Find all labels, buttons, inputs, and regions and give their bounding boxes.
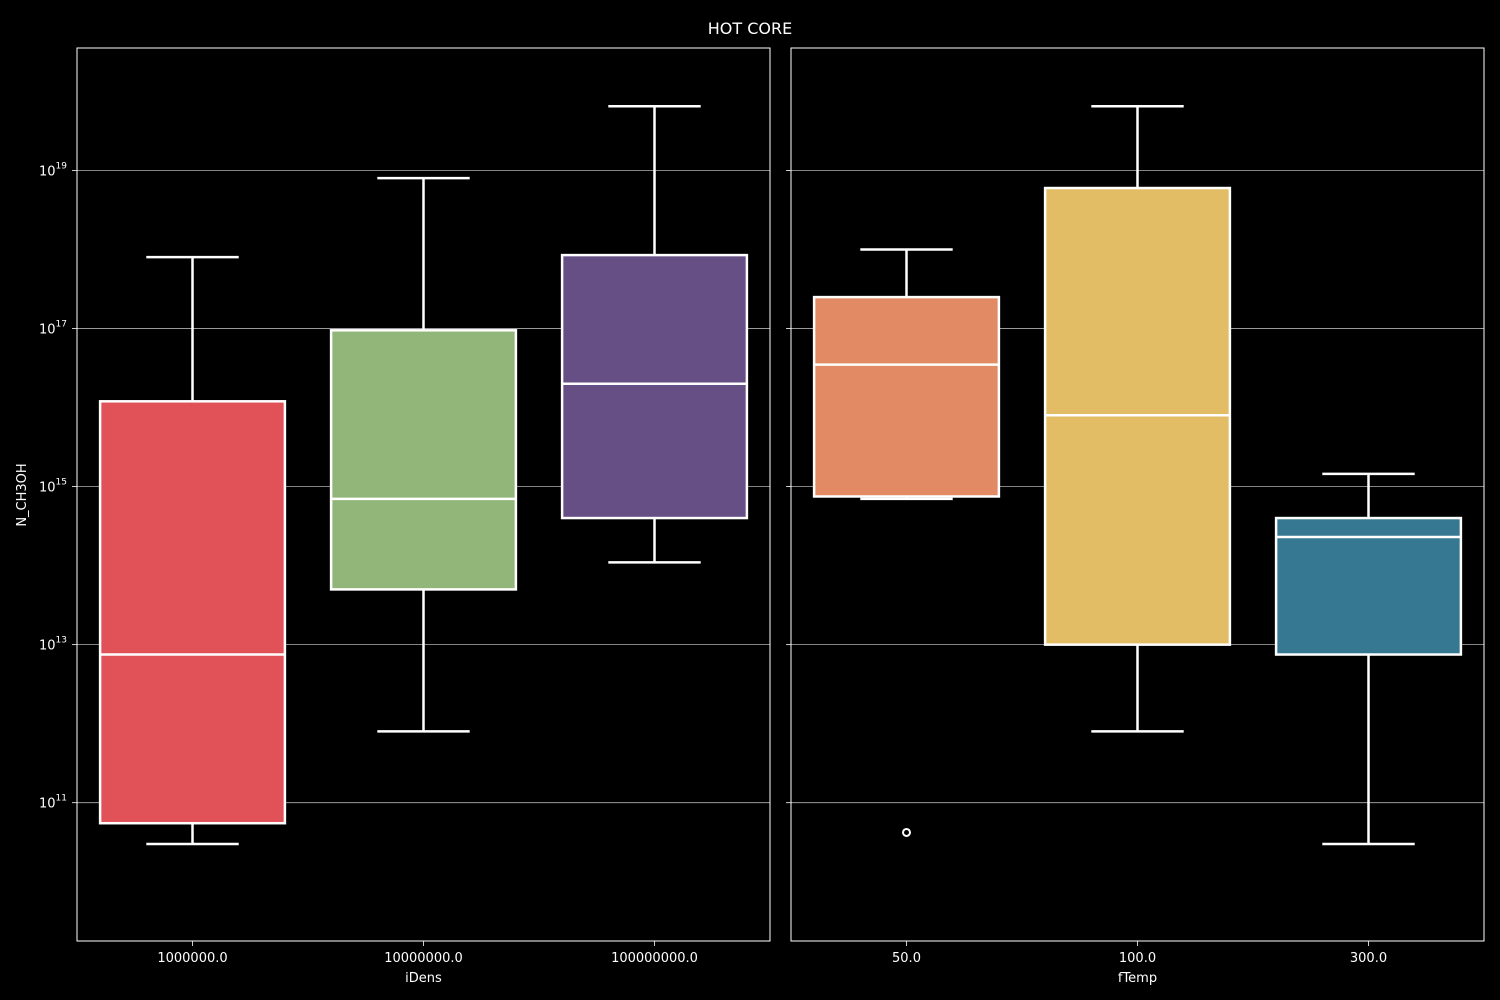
y-tick-exponent: 17 [56,320,67,330]
y-tick-exponent: 13 [56,636,67,646]
outlier-point [902,827,911,837]
x-tick-label: 300.0 [1350,951,1387,966]
iqr-box [329,329,518,591]
y-tick-label: 1015 [39,478,67,496]
y-tick-base: 10 [39,639,56,654]
y-tick-base: 10 [39,164,56,179]
chart-title: HOT CORE [708,19,792,38]
y-tick-label: 1017 [39,320,67,338]
y-tick-label: 1013 [39,636,67,654]
x-tick-label: 100000000.0 [611,951,698,966]
x-axis-label: fTemp [1118,971,1157,986]
y-tick-label: 1011 [39,794,67,812]
y-tick-exponent: 11 [56,794,67,804]
box-2-2 [1043,104,1232,733]
iqr-box [98,400,287,825]
x-tick-label: 1000000.0 [157,951,227,966]
iqr-box [812,295,1001,498]
y-tick-label: 1019 [39,161,67,179]
iqr-box [1274,516,1463,656]
panel-2: 50.0 100.0 300.0 fTemp [786,47,1485,986]
x-tick-label: 10000000.0 [384,951,463,966]
y-tick-base: 10 [39,797,56,812]
y-tick-base: 10 [39,323,56,338]
x-tick-label: 50.0 [892,951,921,966]
box-2-1 [812,248,1001,837]
y-tick-base: 10 [39,481,56,496]
box-2-3 [1274,472,1463,846]
x-axis-label: iDens [405,971,442,986]
iqr-box [560,253,749,520]
box-1-3 [560,104,749,564]
box-1-2 [329,176,518,733]
x-tick-label: 100.0 [1119,951,1156,966]
y-tick-exponent: 19 [56,161,68,171]
y-axis-label: N_CH3OH [15,463,30,526]
box-1-1 [98,255,287,846]
y-tick-exponent: 15 [56,478,67,488]
